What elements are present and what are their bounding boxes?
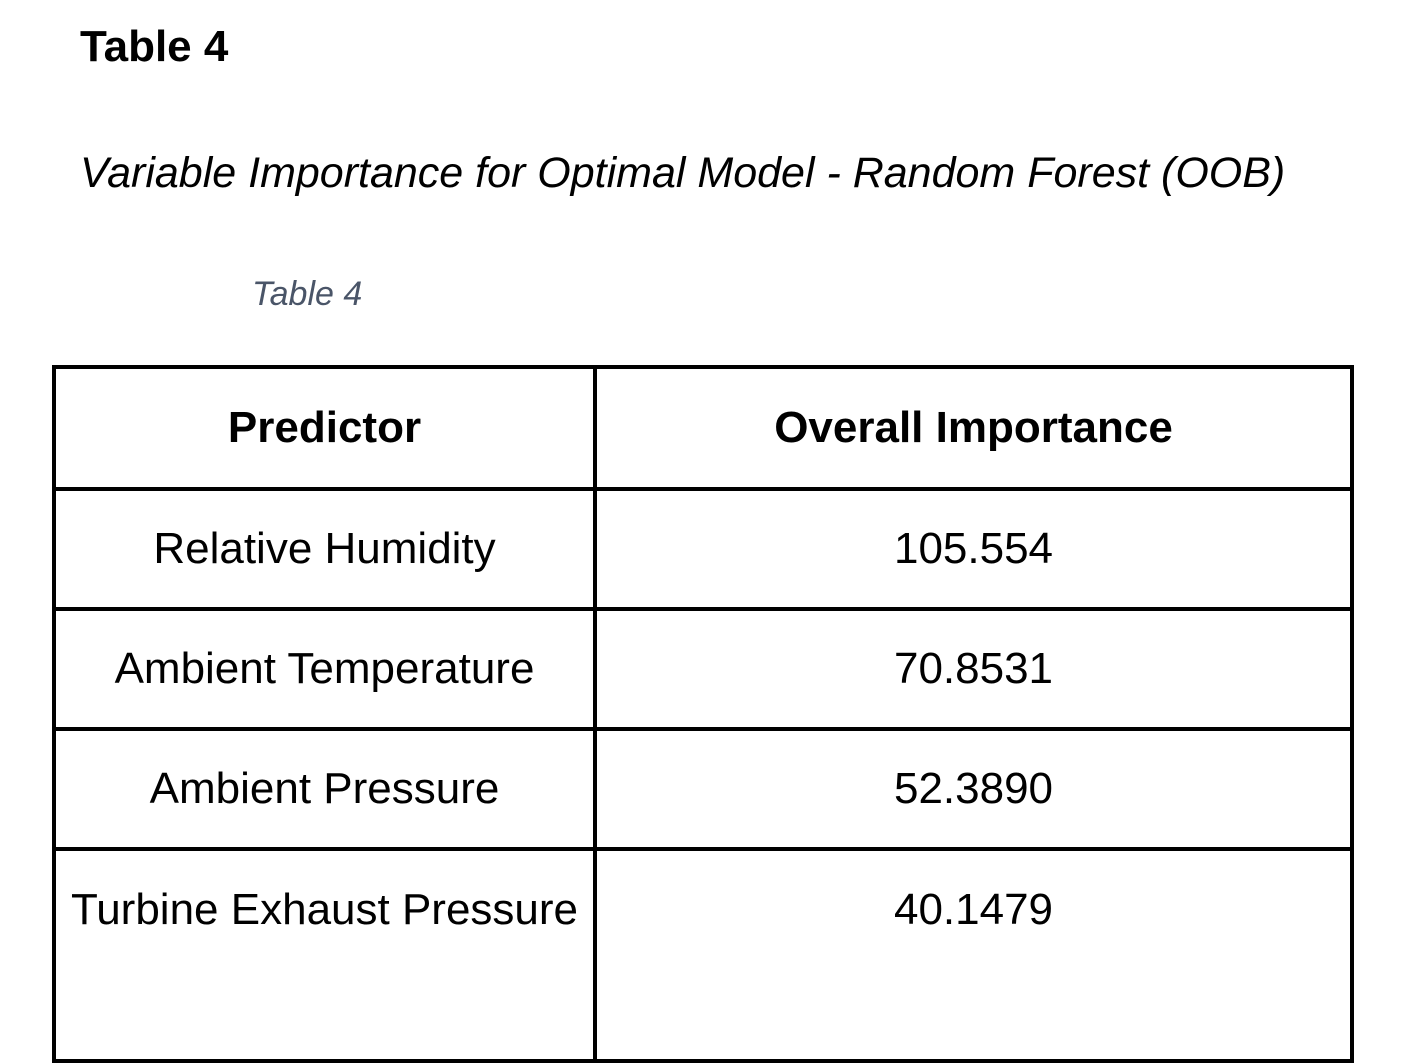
predictor-cell: Ambient Temperature [52, 607, 597, 731]
importance-cell: 52.3890 [593, 727, 1354, 851]
table-title: Variable Importance for Optimal Model - … [80, 149, 1286, 197]
importance-cell: 70.8531 [593, 607, 1354, 731]
table-row: Relative Humidity 105.554 [52, 487, 1354, 611]
predictor-cell: Turbine Exhaust Pressure [52, 847, 597, 1063]
predictor-cell: Relative Humidity [52, 487, 597, 611]
variable-importance-table: Predictor Overall Importance Relative Hu… [52, 365, 1354, 1063]
predictor-cell: Ambient Pressure [52, 727, 597, 851]
table-caption: Table 4 [252, 275, 363, 313]
importance-cell: 105.554 [593, 487, 1354, 611]
table-row: Ambient Pressure 52.3890 [52, 727, 1354, 851]
table-header-row: Predictor Overall Importance [52, 365, 1354, 491]
table-row: Turbine Exhaust Pressure 40.1479 [52, 847, 1354, 1063]
table-label: Table 4 [80, 22, 229, 71]
importance-cell: 40.1479 [593, 847, 1354, 1063]
table-row: Ambient Temperature 70.8531 [52, 607, 1354, 731]
header-overall-importance: Overall Importance [593, 365, 1354, 491]
header-predictor: Predictor [52, 365, 597, 491]
